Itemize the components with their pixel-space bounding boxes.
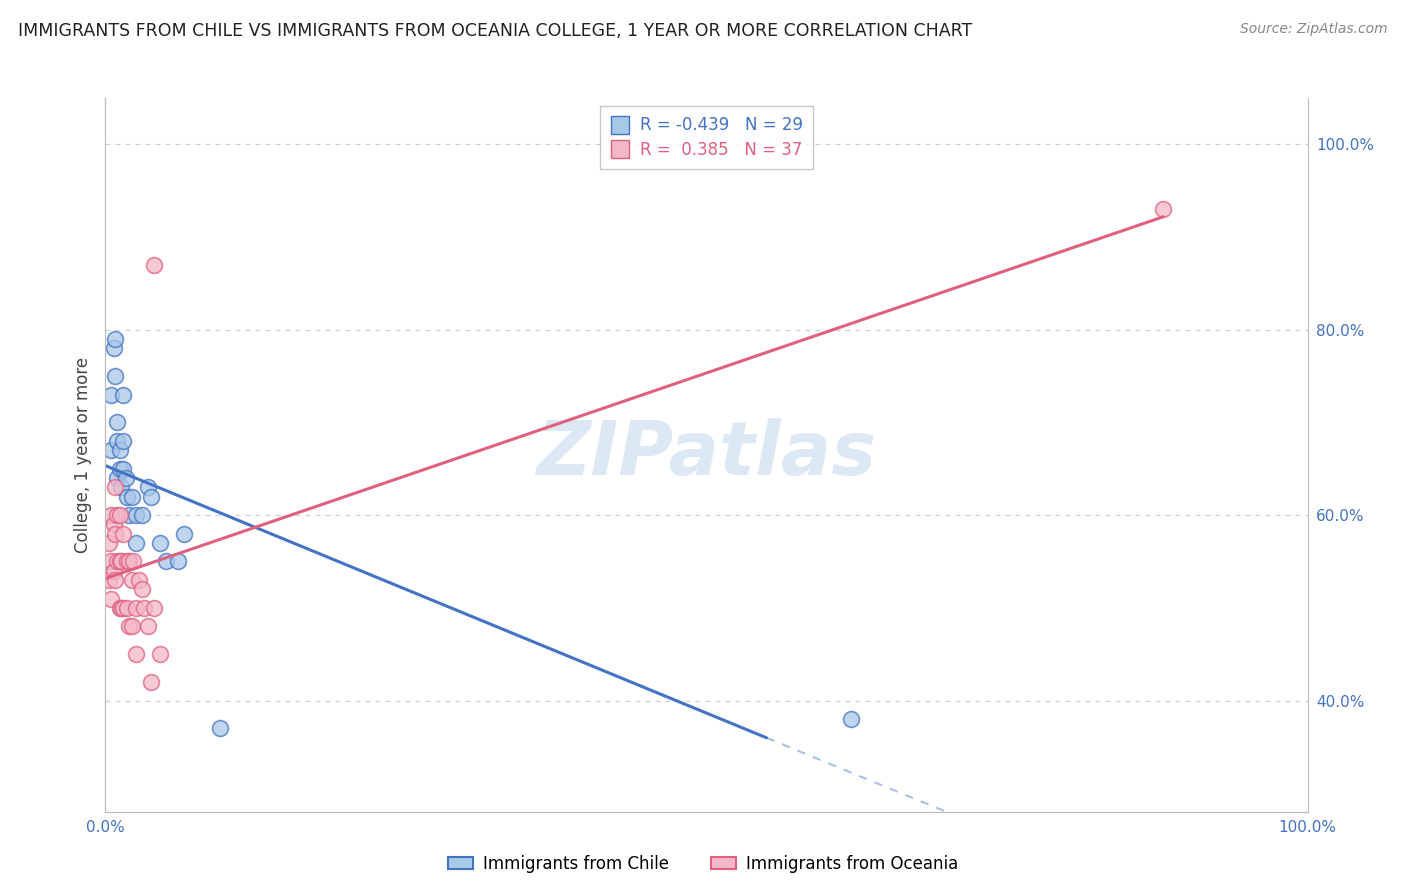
Text: IMMIGRANTS FROM CHILE VS IMMIGRANTS FROM OCEANIA COLLEGE, 1 YEAR OR MORE CORRELA: IMMIGRANTS FROM CHILE VS IMMIGRANTS FROM… — [18, 22, 973, 40]
Text: Source: ZipAtlas.com: Source: ZipAtlas.com — [1240, 22, 1388, 37]
Legend: Immigrants from Chile, Immigrants from Oceania: Immigrants from Chile, Immigrants from O… — [441, 848, 965, 880]
Point — [104, 369, 127, 384]
Point — [108, 462, 131, 476]
Point — [155, 554, 177, 568]
Point — [131, 582, 153, 597]
Point — [104, 480, 127, 494]
Point — [100, 554, 122, 568]
Point — [98, 573, 121, 587]
Point — [108, 443, 131, 458]
Point — [121, 573, 143, 587]
Y-axis label: College, 1 year or more: College, 1 year or more — [73, 357, 91, 553]
Point — [108, 600, 131, 615]
Point — [121, 490, 143, 504]
Point — [107, 508, 129, 523]
Point — [124, 600, 146, 615]
Point — [118, 554, 141, 568]
Point — [98, 536, 121, 550]
Point — [112, 434, 135, 448]
Point — [136, 619, 159, 633]
Point — [132, 600, 155, 615]
Point — [121, 619, 143, 633]
Point — [104, 573, 127, 587]
Point — [118, 619, 141, 633]
Point — [166, 554, 188, 568]
Point — [110, 480, 132, 494]
Point — [108, 508, 131, 523]
Point — [100, 591, 122, 606]
Point — [142, 258, 165, 272]
Point — [139, 675, 162, 690]
Point — [112, 526, 135, 541]
Text: ZIPatlas: ZIPatlas — [537, 418, 876, 491]
Point — [107, 416, 129, 430]
Point — [839, 712, 862, 726]
Point — [112, 600, 135, 615]
Point — [124, 508, 146, 523]
Point — [124, 647, 146, 661]
Point — [118, 508, 141, 523]
Point — [139, 490, 162, 504]
Point — [115, 554, 138, 568]
Point — [136, 480, 159, 494]
Point — [104, 526, 127, 541]
Point — [1152, 202, 1174, 217]
Point — [128, 573, 150, 587]
Point — [108, 554, 131, 568]
Point — [103, 564, 125, 578]
Point — [100, 443, 122, 458]
Point — [122, 554, 145, 568]
Point — [148, 647, 170, 661]
Point — [103, 517, 125, 532]
Point — [112, 387, 135, 401]
Point — [107, 434, 129, 448]
Point — [107, 471, 129, 485]
Point — [112, 462, 135, 476]
Point — [173, 526, 195, 541]
Point — [100, 508, 122, 523]
Point — [110, 554, 132, 568]
Point — [148, 536, 170, 550]
Legend: R = -0.439   N = 29, R =  0.385   N = 37: R = -0.439 N = 29, R = 0.385 N = 37 — [600, 106, 813, 169]
Point — [103, 342, 125, 356]
Point — [100, 387, 122, 401]
Point — [124, 536, 146, 550]
Point — [104, 332, 127, 346]
Point — [131, 508, 153, 523]
Point — [110, 600, 132, 615]
Point — [115, 471, 138, 485]
Point — [208, 721, 231, 735]
Point — [142, 600, 165, 615]
Point — [115, 490, 138, 504]
Point — [115, 600, 138, 615]
Point — [107, 554, 129, 568]
